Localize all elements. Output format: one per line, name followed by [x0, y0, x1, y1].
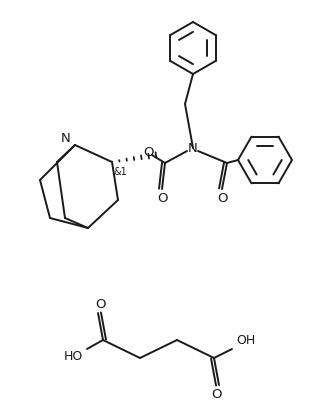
Text: HO: HO: [63, 351, 83, 364]
Text: O: O: [217, 191, 227, 204]
Text: O: O: [143, 146, 153, 159]
Text: N: N: [61, 133, 71, 146]
Text: O: O: [96, 297, 106, 310]
Text: OH: OH: [236, 335, 256, 348]
Text: O: O: [211, 387, 221, 400]
Text: N: N: [188, 142, 198, 155]
Text: O: O: [157, 191, 167, 204]
Text: &1: &1: [113, 167, 127, 177]
